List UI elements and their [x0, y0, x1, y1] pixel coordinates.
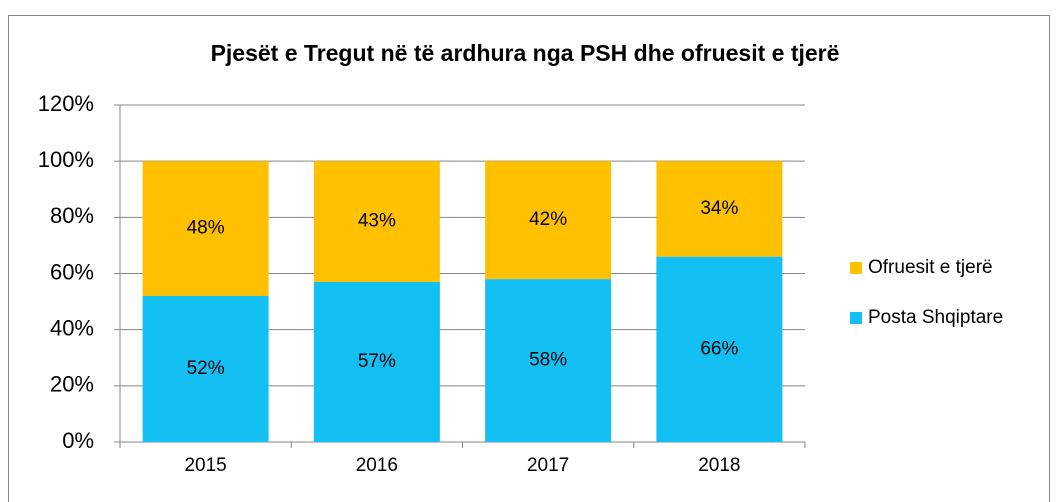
data-label: 52% [187, 358, 225, 379]
y-tick-label: 60% [50, 259, 94, 284]
bar-segment [485, 161, 612, 280]
data-label: 43% [358, 211, 396, 232]
x-tick-label: 2016 [356, 455, 398, 476]
legend-swatch [850, 262, 862, 274]
data-label: 42% [529, 209, 567, 230]
bar-segment [656, 256, 783, 442]
y-tick-label: 120% [38, 91, 94, 116]
y-tick-label: 20% [50, 372, 94, 397]
x-tick-label: 2017 [527, 455, 569, 476]
bar-segment [313, 281, 440, 442]
bar-segment [485, 279, 612, 442]
bar-segment [142, 161, 269, 296]
data-label: 48% [187, 218, 225, 239]
y-tick-label: 40% [50, 315, 94, 340]
y-tick-label: 80% [50, 203, 94, 228]
data-label: 34% [700, 198, 738, 219]
data-label: 58% [529, 350, 567, 371]
data-label: 66% [700, 338, 738, 359]
data-label: 57% [358, 351, 396, 372]
chart-title: Pjesët e Tregut në të ardhura nga PSH dh… [211, 40, 840, 66]
bar-segment [656, 161, 783, 257]
y-tick-label: 0% [62, 428, 94, 453]
x-tick-label: 2018 [698, 455, 740, 476]
bar-segment [313, 161, 440, 282]
legend-label: Posta Shqiptare [868, 307, 1003, 328]
bar-segment [142, 295, 269, 442]
x-tick-label: 2015 [184, 455, 226, 476]
y-tick-label: 100% [38, 147, 94, 172]
legend-label: Ofruesit e tjerë [868, 257, 993, 278]
legend-swatch [850, 312, 862, 324]
